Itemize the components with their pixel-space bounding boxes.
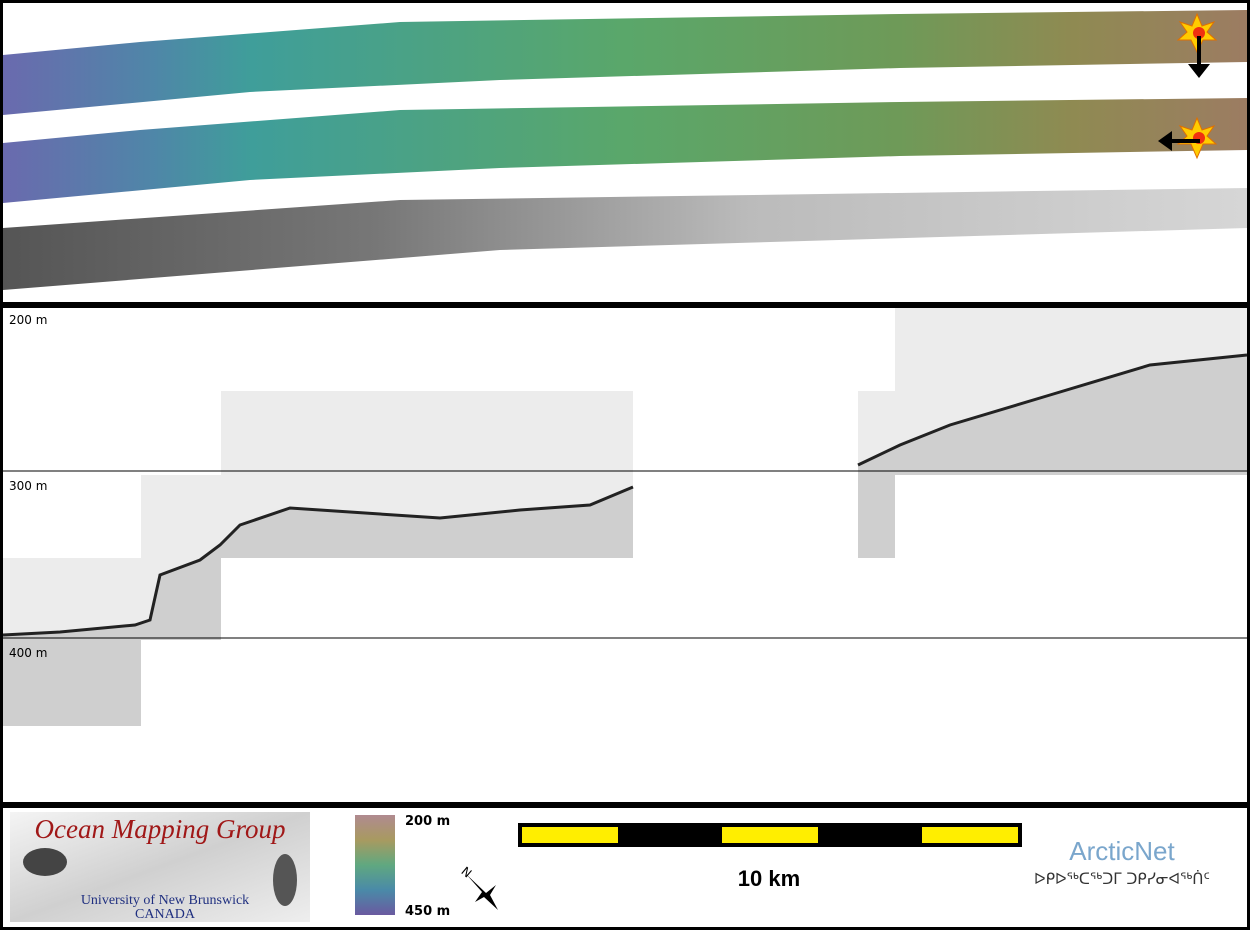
seabed-line xyxy=(2,485,634,637)
logo-graphic xyxy=(23,848,67,876)
scale-bar xyxy=(518,823,1022,847)
scale-label: 10 km xyxy=(738,866,800,891)
sidescan-swath xyxy=(3,188,1247,290)
logo-country: CANADA xyxy=(135,907,196,922)
sun-icon xyxy=(1176,12,1218,78)
logo-title: Ocean Mapping Group xyxy=(35,814,286,844)
seabed-line xyxy=(857,353,1248,467)
partner-subtitle: ᐅᑭᐅᖅᑕᖅᑐᒥ ᑐᑭᓯᓂᐊᖅᑏᑦ xyxy=(1034,870,1210,888)
sub-bottom xyxy=(3,487,633,726)
color-scale-top: 200 m xyxy=(405,814,450,829)
logo-graphic xyxy=(273,854,297,906)
color-scale-bottom: 450 m xyxy=(405,904,450,919)
color-scale xyxy=(355,815,395,915)
partner-name: ArcticNet xyxy=(1069,836,1175,866)
depth-label: 400 m xyxy=(9,646,47,660)
bathymetry-swath xyxy=(3,98,1247,203)
depth-label: 200 m xyxy=(9,313,47,327)
bathymetry-swath xyxy=(3,10,1247,115)
sun-icon xyxy=(1158,116,1218,160)
sub-bottom xyxy=(858,355,1247,558)
depth-label: 300 m xyxy=(9,479,47,493)
logo-university: University of New Brunswick xyxy=(81,893,249,908)
